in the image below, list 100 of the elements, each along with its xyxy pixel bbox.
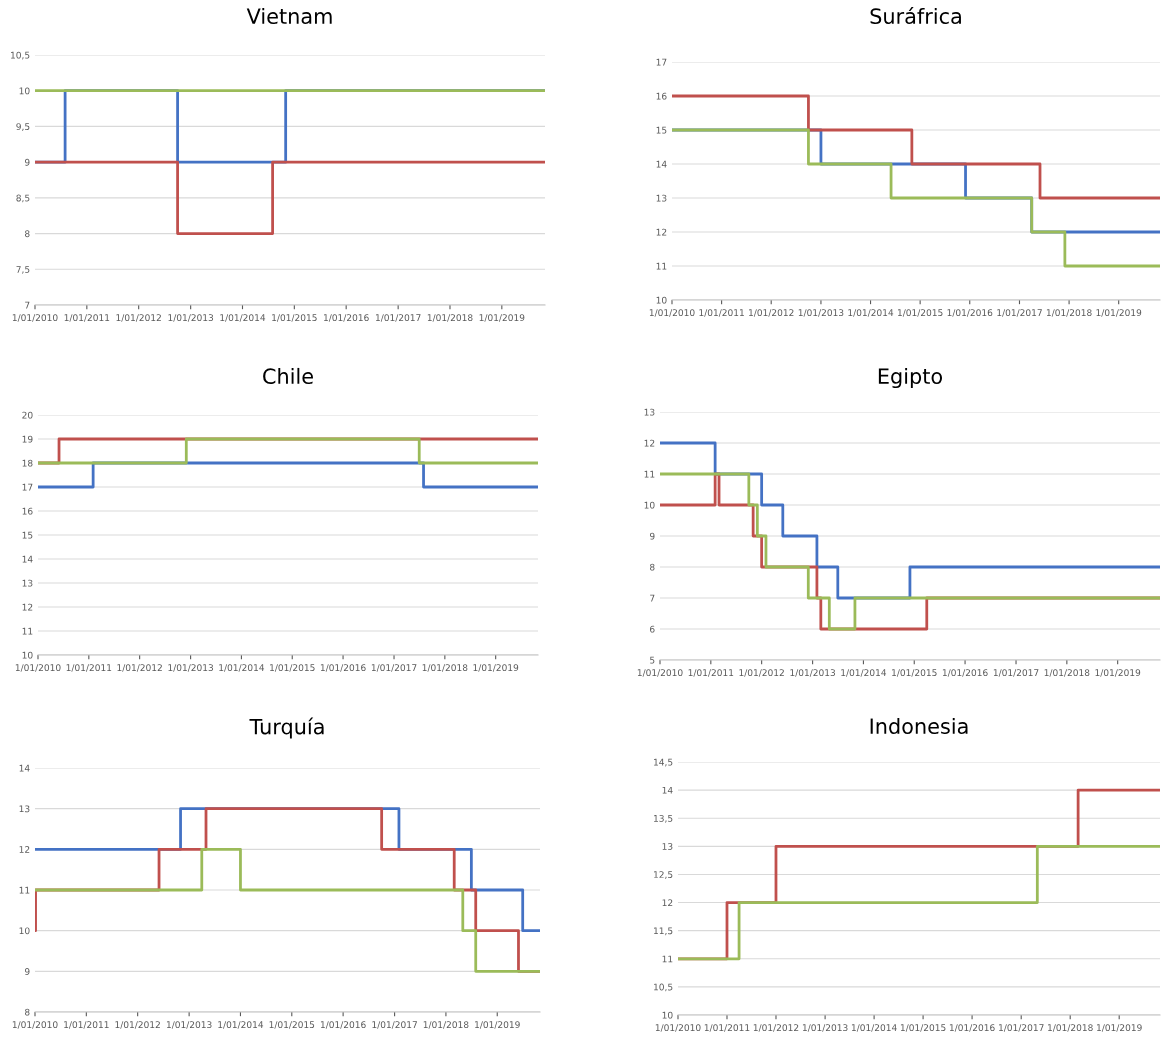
x-tick-label: 1/01/2013: [798, 309, 844, 317]
y-tick-label: 19: [22, 435, 33, 443]
y-tick-label: 16: [656, 92, 667, 100]
y-tick-label: 10: [19, 87, 30, 95]
y-tick-label: 11: [662, 955, 673, 963]
x-tick-label: 1/01/2012: [739, 669, 784, 677]
x-tick-label: 1/01/2019: [479, 314, 525, 322]
y-tick-label: 12: [22, 603, 33, 611]
x-tick-label: 1/01/2015: [897, 309, 943, 317]
x-tick-label: 1/01/2010: [12, 1021, 58, 1029]
x-tick-label: 1/01/2010: [649, 309, 695, 317]
x-tick-label: 1/01/2019: [1097, 1024, 1142, 1032]
x-tick-label: 1/01/2014: [848, 309, 894, 317]
x-tick-label: 1/01/2013: [168, 664, 214, 672]
y-tick-label: 10: [19, 927, 30, 935]
x-tick-label: 1/01/2012: [116, 314, 161, 322]
x-tick-label: 1/01/2014: [851, 1024, 897, 1032]
x-tick-label: 1/01/2017: [376, 314, 421, 322]
y-tick-label: 11,5: [654, 927, 673, 936]
y-tick-label: 10: [644, 501, 655, 509]
x-tick-label: 1/01/2017: [997, 309, 1042, 317]
x-tick-label: 1/01/2017: [993, 669, 1039, 677]
y-tick-label: 9: [24, 968, 30, 975]
chart-title: Chile: [263, 367, 313, 385]
y-tick-label: 10: [656, 296, 667, 304]
y-tick-label: 11: [19, 886, 30, 894]
y-tick-label: 10: [662, 1011, 673, 1019]
y-tick-label: 11: [644, 470, 655, 478]
y-tick-label: 6: [650, 625, 655, 633]
y-tick-label: 8: [25, 230, 30, 238]
x-tick-label: 1/01/2015: [272, 314, 317, 322]
x-tick-label: 1/01/2012: [749, 309, 794, 317]
x-tick-label: 1/01/2011: [64, 314, 110, 322]
x-tick-label: 1/01/2010: [15, 664, 61, 672]
chart-title: Indonesia: [870, 717, 968, 735]
chart-title: Suráfrica: [870, 7, 961, 25]
x-tick-label: 1/01/2010: [655, 1024, 701, 1032]
y-tick-label: 11: [22, 627, 33, 635]
x-tick-label: 1/01/2013: [790, 669, 836, 677]
x-tick-label: 1/01/2016: [949, 1024, 995, 1032]
x-tick-label: 1/01/2018: [1044, 669, 1090, 677]
x-tick-label: 1/01/2016: [947, 309, 993, 317]
x-tick-label: 1/01/2013: [168, 314, 214, 322]
x-tick-label: 1/01/2018: [1048, 1024, 1093, 1032]
y-tick-label: 12: [656, 228, 667, 236]
y-tick-label: 14: [662, 786, 673, 794]
y-tick-label: 8: [25, 1008, 30, 1016]
x-tick-label: 1/01/2015: [900, 1024, 946, 1032]
x-tick-label: 1/01/2018: [427, 314, 473, 322]
y-tick-label: 13,5: [654, 814, 673, 823]
x-tick-label: 1/01/2019: [1096, 309, 1142, 317]
x-tick-label: 1/01/2010: [12, 314, 58, 322]
y-tick-label: 14: [656, 160, 667, 168]
chart-title: Vietnam: [246, 7, 332, 25]
y-tick-label: 7: [25, 301, 30, 309]
y-tick-label: 15: [656, 126, 667, 134]
y-tick-label: 15: [22, 531, 33, 539]
y-tick-label: 14: [19, 764, 30, 772]
y-tick-label: 11: [656, 262, 667, 270]
x-tick-label: 1/01/2015: [269, 1021, 315, 1029]
y-tick-label: 10,5: [654, 983, 673, 992]
x-tick-label: 1/01/2015: [892, 669, 937, 677]
x-tick-label: 1/01/2018: [1046, 309, 1092, 317]
x-tick-label: 1/01/2014: [219, 664, 265, 672]
x-tick-label: 1/01/2010: [637, 669, 683, 677]
y-tick-label: 17: [22, 483, 33, 491]
y-tick-label: 9,5: [16, 123, 30, 131]
x-tick-label: 1/01/2016: [320, 664, 366, 672]
chart-title: Egipto: [878, 367, 943, 389]
x-tick-label: 1/01/2019: [475, 1021, 520, 1029]
y-tick-label: 9: [24, 158, 30, 166]
y-tick-label: 13: [19, 805, 30, 813]
x-tick-label: 1/01/2017: [372, 1021, 417, 1029]
x-tick-label: 1/01/2012: [117, 664, 162, 672]
y-tick-label: 13: [656, 194, 667, 202]
x-tick-label: 1/01/2018: [422, 664, 468, 672]
y-tick-label: 5: [650, 656, 655, 664]
y-tick-label: 12: [19, 846, 30, 853]
y-tick-label: 14: [22, 555, 33, 563]
y-tick-label: 12: [644, 439, 655, 447]
x-tick-label: 1/01/2014: [218, 1021, 264, 1029]
y-tick-label: 8: [650, 563, 655, 571]
x-tick-label: 1/01/2011: [66, 664, 112, 672]
chart-title: Turquía: [249, 717, 324, 739]
y-tick-label: 13: [22, 579, 33, 587]
x-tick-label: 1/01/2013: [802, 1024, 848, 1032]
y-tick-label: 18: [22, 459, 33, 467]
x-tick-label: 1/01/2018: [423, 1021, 469, 1029]
y-tick-label: 20: [22, 411, 33, 419]
y-tick-label: 10,5: [11, 51, 30, 60]
x-tick-label: 1/01/2011: [688, 669, 734, 677]
x-tick-label: 1/01/2014: [841, 669, 887, 677]
x-tick-label: 1/01/2011: [64, 1021, 109, 1029]
x-tick-label: 1/01/2015: [270, 664, 315, 672]
y-tick-label: 12,5: [654, 871, 673, 879]
y-tick-label: 13: [644, 408, 655, 416]
x-tick-label: 1/01/2019: [473, 664, 519, 672]
x-tick-label: 1/01/2016: [324, 314, 369, 322]
y-tick-label: 7,5: [16, 266, 30, 274]
y-tick-label: 17: [656, 58, 667, 66]
